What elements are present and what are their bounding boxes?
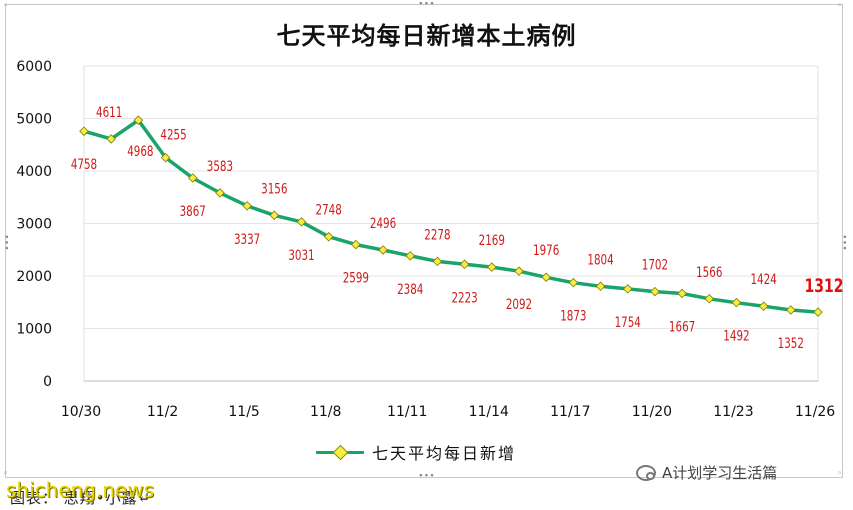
data-point-marker xyxy=(269,210,280,221)
data-label: 2278 xyxy=(424,227,450,243)
data-label: 4255 xyxy=(160,128,186,144)
data-point-marker xyxy=(514,266,524,276)
chart-title: 七天平均每日新增本土病例 xyxy=(276,22,577,50)
data-label: 1702 xyxy=(642,258,668,274)
data-point-marker xyxy=(323,231,334,242)
data-point-marker xyxy=(786,305,796,315)
data-point-marker xyxy=(677,288,687,299)
data-label: 3583 xyxy=(207,159,233,175)
resize-handle-corner-br[interactable]: ◦ xyxy=(837,469,843,479)
data-point-marker xyxy=(813,307,823,317)
y-tick-label: 5000 xyxy=(16,112,52,128)
site-watermark: shicheng.news xyxy=(6,478,155,502)
data-label: 1976 xyxy=(533,243,559,259)
data-label: 1804 xyxy=(587,252,613,268)
data-point-marker xyxy=(595,281,606,292)
y-tick-label: 1000 xyxy=(16,322,52,338)
data-point-marker xyxy=(215,188,225,198)
data-label: 3337 xyxy=(234,232,260,248)
data-point-marker xyxy=(106,134,116,144)
data-point-marker xyxy=(160,152,171,163)
y-tick-label: 6000 xyxy=(16,59,52,75)
x-tick-label: 11/8 xyxy=(310,404,341,420)
data-point-marker xyxy=(79,126,89,136)
resize-handle-corner-tr[interactable]: ◦ xyxy=(837,1,843,11)
data-point-marker xyxy=(541,272,551,283)
data-label: 2169 xyxy=(479,233,505,249)
data-point-marker xyxy=(568,277,579,288)
x-tick-label: 11/11 xyxy=(387,404,427,420)
data-label: 3867 xyxy=(180,204,206,220)
y-tick-label: 4000 xyxy=(16,164,52,180)
y-tick-label: 0 xyxy=(43,374,52,390)
data-label: 4758 xyxy=(71,157,97,173)
resize-handle-bottom[interactable]: ∙∙∙ xyxy=(418,471,435,481)
resize-handle-corner-tl[interactable]: ◦ xyxy=(3,1,9,11)
data-point-marker xyxy=(758,301,769,312)
data-point-marker xyxy=(378,245,388,255)
chart-legend: 七天平均每日新增 xyxy=(316,440,516,464)
chart-caption: 图表： 思翔•小露↵ xyxy=(10,489,152,507)
data-point-marker xyxy=(133,115,144,125)
data-point-marker xyxy=(459,259,470,270)
data-label: 2748 xyxy=(316,203,342,219)
series-line xyxy=(83,118,819,314)
x-tick-label: 10/30 xyxy=(61,404,101,420)
data-point-marker xyxy=(650,286,660,297)
data-label: 1873 xyxy=(560,309,586,325)
data-point-marker xyxy=(487,262,497,272)
data-point-marker xyxy=(296,217,307,227)
data-label: 1424 xyxy=(750,272,776,288)
data-label: 2092 xyxy=(506,297,532,313)
data-label: 3031 xyxy=(288,248,314,264)
data-label: 1754 xyxy=(615,315,641,331)
legend-label: 七天平均每日新增 xyxy=(372,444,517,463)
data-point-marker xyxy=(187,173,198,183)
x-tick-label: 11/20 xyxy=(632,404,672,420)
resize-handle-top[interactable]: ∙∙∙ xyxy=(418,0,435,9)
resize-handle-left[interactable]: ∙∙∙ xyxy=(1,234,11,251)
data-label-latest: 1312 xyxy=(805,276,844,298)
data-label: 3156 xyxy=(261,181,287,197)
data-point-marker xyxy=(731,297,742,308)
data-point-marker xyxy=(432,256,443,267)
x-tick-label: 11/17 xyxy=(550,404,590,420)
data-label: 2223 xyxy=(451,290,477,306)
x-tick-label: 11/5 xyxy=(228,404,259,420)
wechat-watermark: A计划学习生活篇 xyxy=(636,462,777,483)
x-tick-label: 11/2 xyxy=(147,404,178,420)
wechat-icon xyxy=(636,464,656,481)
data-point-marker xyxy=(704,294,715,304)
data-label: 4968 xyxy=(127,144,153,160)
y-tick-label: 3000 xyxy=(16,217,52,233)
data-label: 1492 xyxy=(723,329,749,345)
x-tick-label: 11/14 xyxy=(469,404,509,420)
data-label: 2599 xyxy=(343,271,369,287)
resize-handle-right[interactable]: ∙∙∙ xyxy=(839,234,849,251)
wechat-watermark-text: A计划学习生活篇 xyxy=(662,464,778,482)
data-label: 4611 xyxy=(96,105,122,121)
data-label: 2496 xyxy=(370,216,396,232)
y-tick-label: 2000 xyxy=(16,269,52,285)
data-label: 1352 xyxy=(778,336,804,352)
chart-frame xyxy=(5,4,843,478)
data-label: 1667 xyxy=(669,319,695,335)
data-label: 2384 xyxy=(397,282,423,298)
x-tick-label: 11/26 xyxy=(795,404,835,420)
data-point-marker xyxy=(405,251,415,261)
data-point-marker xyxy=(242,201,252,211)
data-point-marker xyxy=(622,284,633,294)
resize-handle-corner-bl[interactable]: ◦ xyxy=(3,469,9,479)
x-tick-label: 11/23 xyxy=(713,404,753,420)
legend-swatch xyxy=(316,444,364,460)
data-point-marker xyxy=(351,239,361,250)
data-label: 1566 xyxy=(696,265,722,281)
